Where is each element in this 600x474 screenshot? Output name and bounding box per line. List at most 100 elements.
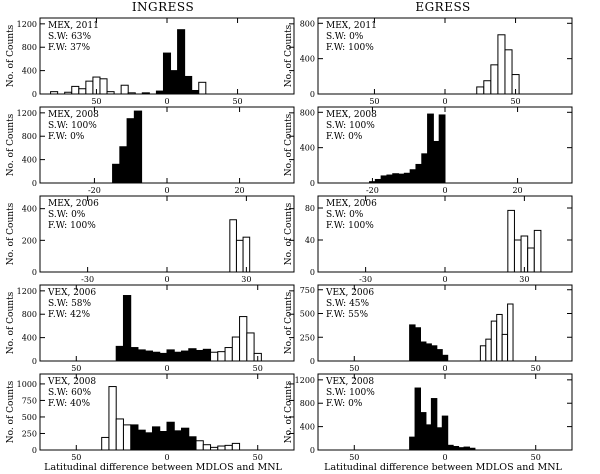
x-tick-label: 50: [349, 364, 359, 373]
bar-southward: [191, 89, 200, 95]
bar-southward: [137, 349, 146, 362]
y-axis-label: No. of Counts: [284, 113, 294, 176]
bar-southward: [430, 345, 438, 362]
bar-southward: [436, 427, 443, 451]
southward-percent: S.W: 0%: [326, 210, 364, 220]
y-tick-label: 1200: [295, 376, 315, 385]
southward-percent: S.W: 0%: [48, 210, 86, 220]
bar-southward: [130, 347, 139, 362]
y-tick-label: 250: [22, 429, 37, 438]
x-tick-label: -30: [81, 275, 94, 284]
bar-northward: [195, 440, 204, 451]
bar-northward: [210, 351, 219, 362]
northward-percent: F.W: 40%: [48, 399, 91, 409]
bar-northward: [497, 34, 506, 95]
bar-southward: [188, 348, 197, 362]
x-tick-label: 50: [71, 364, 81, 373]
bar-southward: [130, 424, 139, 451]
y-axis-label: No. of Counts: [6, 202, 16, 265]
y-tick-label: 250: [300, 333, 315, 342]
southward-percent: S.W: 58%: [48, 299, 92, 309]
y-tick-label: 1200: [17, 287, 37, 296]
bar-southward: [195, 349, 204, 362]
bar-southward: [414, 327, 421, 362]
x-tick-label: 0: [442, 97, 447, 106]
bar-northward: [501, 333, 509, 362]
bar-northward: [224, 444, 233, 451]
bar-southward: [432, 140, 440, 184]
x-tick-label: 30: [241, 275, 251, 284]
bar-southward: [380, 175, 388, 184]
bar-northward: [101, 436, 110, 451]
panel-ingress-vex-2006: No. of Counts 50 0 50 0 400 800 1200 VEX, 2006S.…: [6, 284, 295, 373]
bar-northward: [507, 303, 514, 362]
y-tick-label: 1200: [17, 109, 37, 118]
southward-percent: S.W: 60%: [48, 388, 92, 398]
southward-percent: S.W: 45%: [326, 299, 370, 309]
bar-northward: [78, 88, 87, 95]
panel-title: MEX, 2011: [326, 21, 377, 31]
y-tick-label: 400: [22, 334, 37, 343]
southward-percent: S.W: 100%: [48, 121, 97, 131]
x-tick-label: 0: [164, 97, 169, 106]
bar-southward: [144, 432, 153, 451]
y-tick-label: 800: [22, 132, 37, 141]
bar-southward: [409, 169, 417, 184]
bar-southward: [441, 415, 449, 451]
bar-southward: [421, 153, 429, 184]
bar-southward: [137, 429, 146, 451]
bar-southward: [151, 426, 161, 451]
southward-percent: S.W: 63%: [48, 32, 92, 42]
bar-southward: [427, 113, 434, 184]
bar-southward: [181, 427, 190, 451]
bar-northward: [527, 247, 535, 273]
bar-northward: [231, 442, 241, 451]
bar-southward: [403, 172, 411, 184]
y-axis-label: No. of Counts: [284, 24, 294, 87]
y-tick-label: 400: [22, 67, 37, 76]
x-tick-label: -20: [366, 186, 379, 195]
bar-southward: [112, 163, 121, 184]
southward-percent: S.W: 100%: [326, 388, 375, 398]
bar-northward: [485, 338, 492, 362]
x-tick-label: 50: [531, 453, 541, 462]
bar-northward: [513, 239, 522, 273]
bar-southward: [452, 445, 460, 451]
bar-northward: [85, 80, 94, 95]
bar-southward: [159, 352, 168, 362]
x-tick-label: 0: [442, 364, 447, 373]
bar-southward: [115, 345, 124, 362]
bar-northward: [99, 78, 108, 95]
bar-northward: [229, 219, 237, 273]
bar-northward: [231, 336, 241, 362]
x-tick-label: 30: [519, 275, 529, 284]
column-title-ingress: INGRESS: [132, 0, 194, 14]
y-tick-label: 800: [300, 399, 315, 408]
bar-northward: [108, 386, 117, 451]
y-axis-label: No. of Counts: [6, 291, 16, 354]
bar-southward: [425, 343, 432, 362]
y-tick-label: 0: [310, 90, 315, 99]
bar-northward: [490, 64, 499, 95]
bar-northward: [490, 320, 498, 362]
bar-northward: [507, 209, 515, 273]
bar-southward: [126, 118, 135, 184]
y-tick-label: 400: [300, 423, 315, 432]
bar-southward: [119, 146, 128, 184]
northward-percent: F.W: 100%: [48, 221, 96, 231]
y-tick-label: 500: [22, 413, 37, 422]
x-tick-label: 50: [369, 97, 379, 106]
x-tick-label: -30: [359, 275, 372, 284]
panel-title: VEX, 2006: [47, 288, 96, 298]
x-tick-label: 50: [91, 97, 101, 106]
bar-southward: [409, 436, 416, 451]
y-tick-label: 800: [300, 19, 315, 28]
bar-northward: [217, 351, 226, 362]
x-tick-label: 50: [232, 97, 242, 106]
